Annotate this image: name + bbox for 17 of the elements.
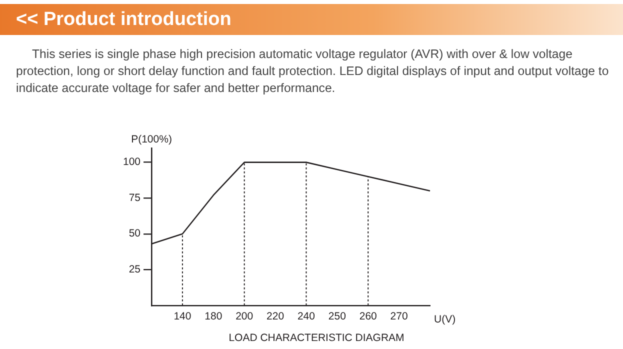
y-tick-label: 50	[128, 228, 141, 240]
x-tick-label: 250	[328, 310, 346, 323]
y-axis-title: P(100%)	[131, 134, 172, 146]
x-tick-label: 240	[297, 310, 316, 323]
chart-title: << Product introduction	[0, 4, 623, 35]
y-tick-label: 75	[128, 192, 141, 204]
y-tick-label: 25	[128, 264, 141, 276]
x-tick-label: 270	[390, 310, 408, 323]
x-axis-title: U(V)	[434, 313, 456, 326]
x-tick-label: 180	[204, 310, 222, 323]
text: LOAD CHARACTERISTIC DIAGRAM	[228, 332, 406, 344]
chart-subtitle: This series is single phase high precision automatic voltage regulator (AVR) with over & low voltage protection, long or short delay function and fault protection. LED digital displays of input and output voltage to indicate accurate voltage for safer and better performance.	[16, 46, 610, 97]
x-tick-label: 260	[359, 310, 378, 323]
y-tick-label: 100	[122, 156, 141, 168]
x-tick-label: 200	[236, 310, 254, 323]
x-tick-label: 220	[266, 310, 284, 323]
x-tick-label: 140	[174, 310, 192, 323]
